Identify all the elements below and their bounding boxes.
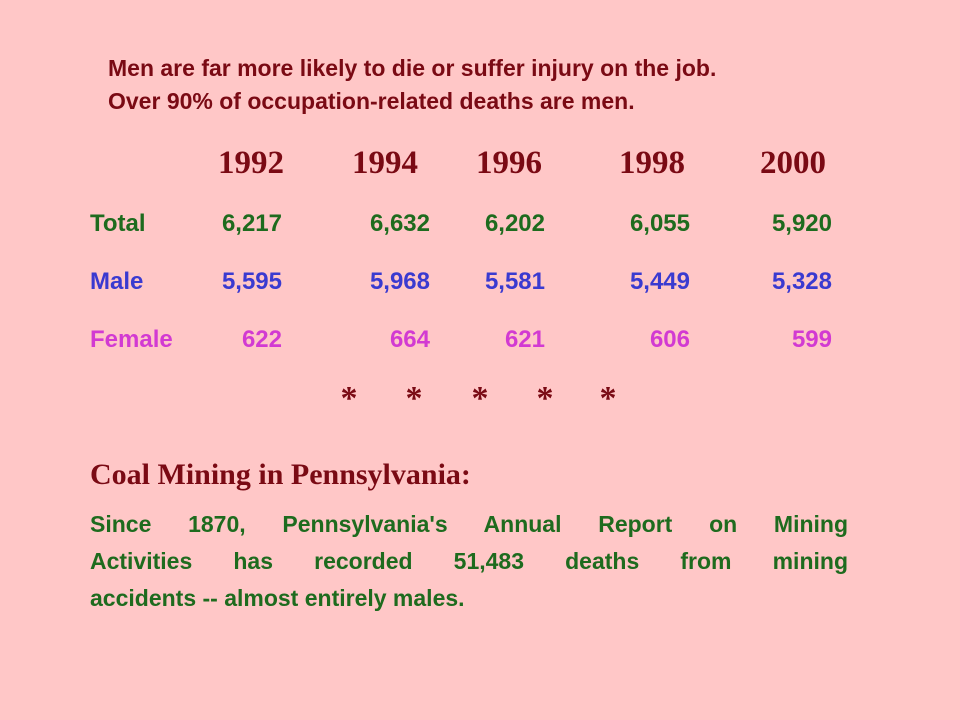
paragraph-line: Activities has recorded 51,483 deaths fr… <box>90 548 848 574</box>
table-cell: 664 <box>389 326 430 353</box>
intro-line-1: Men are far more likely to die or suffer… <box>108 55 717 81</box>
separator-asterisk: * <box>536 380 554 417</box>
paragraph-line: Since 1870, Pennsylvania's Annual Report… <box>90 511 848 537</box>
section-paragraph: Since 1870, Pennsylvania's Annual Report… <box>90 506 848 617</box>
table-cell: 6,632 <box>369 210 430 237</box>
table-row-female: Female 622 664 621 606 599 <box>0 326 960 360</box>
asterisk-separator: * * * * * <box>0 380 960 424</box>
row-label-total: Total <box>90 210 146 237</box>
section-heading: Coal Mining in Pennsylvania: <box>90 458 471 491</box>
table-cell: 621 <box>504 326 545 353</box>
table-cell: 5,581 <box>484 268 545 295</box>
table-cell: 6,055 <box>629 210 690 237</box>
table-row-total: Total 6,217 6,632 6,202 6,055 5,920 <box>0 210 960 244</box>
year-header: 1992 <box>218 145 284 181</box>
table-cell: 6,217 <box>221 210 282 237</box>
table-cell: 6,202 <box>484 210 545 237</box>
intro-line-2: Over 90% of occupation-related deaths ar… <box>108 88 635 114</box>
table-cell: 599 <box>791 326 832 353</box>
table-cell: 606 <box>649 326 690 353</box>
table-cell: 5,968 <box>369 268 430 295</box>
separator-asterisk: * <box>599 380 617 417</box>
separator-asterisk: * <box>471 380 489 417</box>
separator-asterisk: * <box>340 380 358 417</box>
table-cell: 622 <box>241 326 282 353</box>
separator-asterisk: * <box>405 380 423 417</box>
year-header-row: 1992 1994 1996 1998 2000 <box>0 145 960 189</box>
table-cell: 5,328 <box>771 268 832 295</box>
year-header: 2000 <box>760 145 826 181</box>
table-row-male: Male 5,595 5,968 5,581 5,449 5,328 <box>0 268 960 302</box>
table-cell: 5,920 <box>771 210 832 237</box>
paragraph-line: accidents -- almost entirely males. <box>90 585 465 611</box>
year-header: 1996 <box>476 145 542 181</box>
year-header: 1994 <box>352 145 418 181</box>
row-label-male: Male <box>90 268 144 295</box>
table-cell: 5,449 <box>629 268 690 295</box>
intro-text: Men are far more likely to die or suffer… <box>108 52 716 118</box>
year-header: 1998 <box>619 145 685 181</box>
table-cell: 5,595 <box>221 268 282 295</box>
row-label-female: Female <box>90 326 173 353</box>
